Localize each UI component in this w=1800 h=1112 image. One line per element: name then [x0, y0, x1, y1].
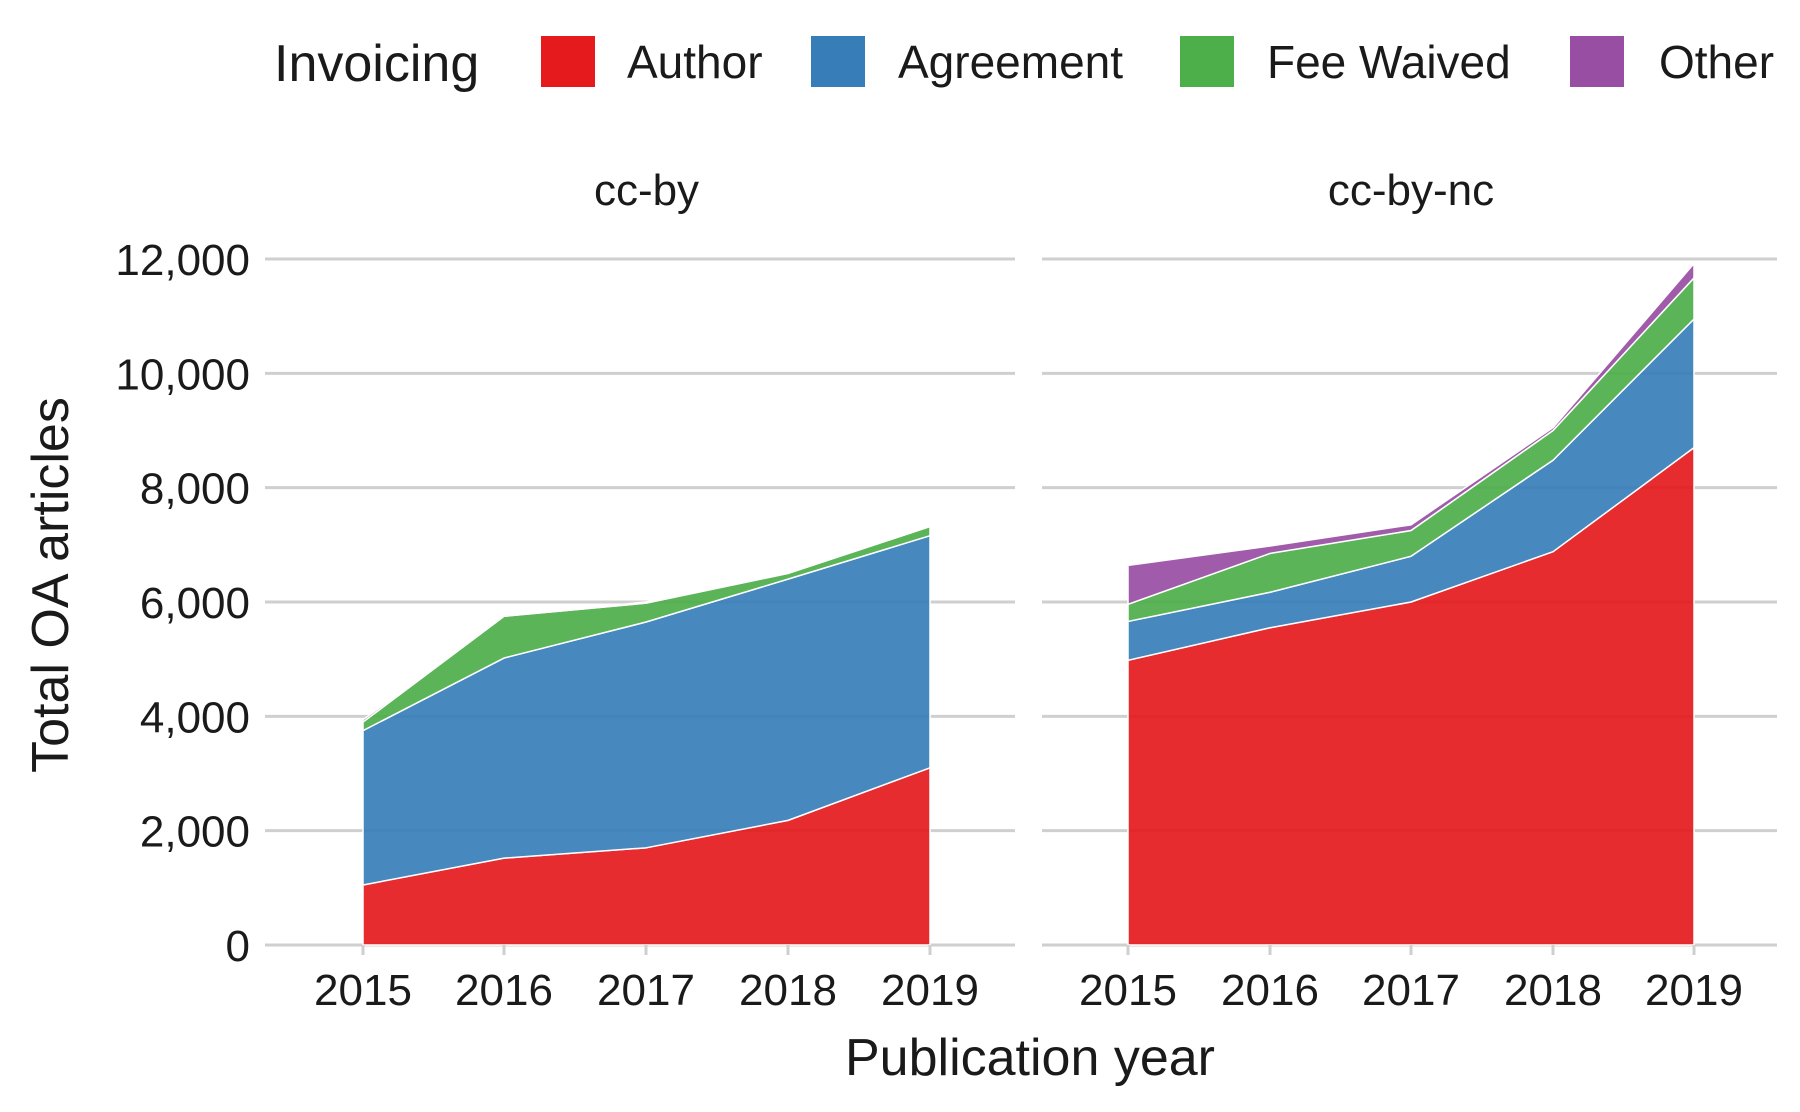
x-tick-label: 2018 [1504, 966, 1602, 1015]
legend-title: Invoicing [274, 35, 479, 93]
y-tick-label: 12,000 [115, 236, 250, 285]
legend-swatch-author [541, 36, 595, 87]
legend-label-fee-waived: Fee Waived [1267, 36, 1511, 88]
x-tick-label: 2015 [314, 966, 412, 1015]
legend-swatch-agreement [811, 36, 865, 87]
legend-entries: Author Agreement Fee Waived Other [541, 36, 1774, 88]
panel-title: cc-by [594, 166, 699, 215]
y-tick-label: 4,000 [140, 693, 250, 742]
x-tick-label: 2019 [1645, 966, 1743, 1015]
y-axis-title: Total OA articles [22, 397, 80, 773]
y-tick-label: 2,000 [140, 808, 250, 857]
x-tick-label: 2015 [1079, 966, 1177, 1015]
panel-cc-by: cc-by 2015 2016 2017 2018 2019 [265, 166, 1015, 1015]
y-tick-label: 8,000 [140, 465, 250, 514]
y-tick-label: 6,000 [140, 579, 250, 628]
x-tick-label: 2017 [1362, 966, 1460, 1015]
y-tick-labels: 0 2,000 4,000 6,000 8,000 10,000 12,000 [115, 236, 250, 971]
area-other [362, 524, 931, 723]
area-other [1127, 262, 1695, 606]
area-author [1127, 446, 1695, 946]
x-axis-title: Publication year [845, 1029, 1215, 1087]
legend-label-agreement: Agreement [898, 36, 1123, 88]
x-tick-label: 2017 [597, 966, 695, 1015]
y-tick-label: 10,000 [115, 350, 250, 399]
x-tick-label: 2019 [881, 966, 979, 1015]
legend-label-other: Other [1659, 36, 1774, 88]
y-tick-label: 0 [226, 922, 250, 971]
x-tick-label: 2016 [455, 966, 553, 1015]
legend-swatch-fee-waived [1180, 36, 1234, 87]
legend-label-author: Author [627, 36, 763, 88]
x-tick-label: 2018 [739, 966, 837, 1015]
x-tick-label: 2016 [1221, 966, 1319, 1015]
legend: Invoicing Author Agreement Fee Waived Other [274, 35, 1774, 93]
legend-swatch-other [1570, 36, 1624, 87]
panel-title: cc-by-nc [1328, 166, 1494, 215]
panel-cc-by-nc: cc-by-nc 2015 2016 2017 2018 2019 [1042, 166, 1777, 1015]
